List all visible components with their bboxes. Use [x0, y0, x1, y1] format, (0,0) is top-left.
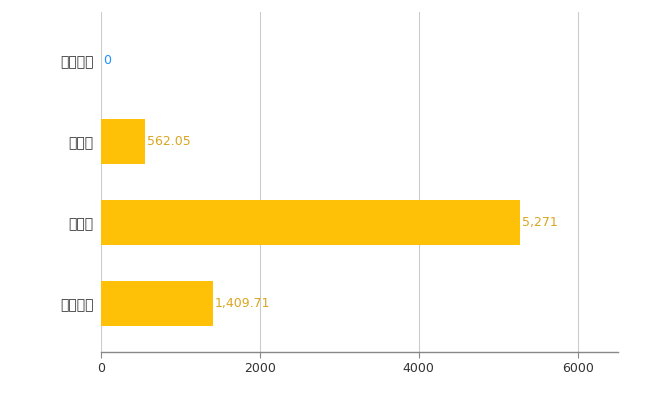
Text: 562.05: 562.05: [148, 135, 191, 148]
Text: 1,409.71: 1,409.71: [214, 297, 270, 310]
Text: 5,271: 5,271: [522, 216, 558, 229]
Bar: [101, 119, 146, 164]
Text: 0: 0: [103, 54, 111, 67]
Bar: [101, 200, 520, 245]
Bar: [101, 281, 213, 326]
